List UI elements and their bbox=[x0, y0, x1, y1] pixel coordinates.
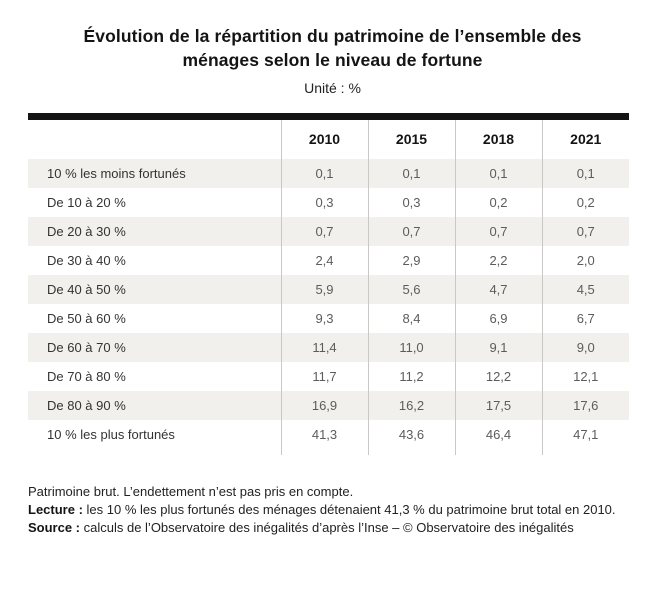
cell-value: 2,0 bbox=[541, 245, 629, 275]
cell-value: 11,7 bbox=[280, 361, 368, 391]
table-header-year: 2021 bbox=[541, 116, 629, 159]
table-row: 10 % les moins fortunés 0,1 0,1 0,1 0,1 bbox=[28, 158, 629, 188]
row-label: 10 % les plus fortunés bbox=[47, 426, 175, 442]
lecture-text: les 10 % les plus fortunés des ménages d… bbox=[82, 501, 616, 517]
table-header-empty-cell bbox=[28, 116, 281, 159]
table-row: De 20 à 30 % 0,7 0,7 0,7 0,7 bbox=[28, 216, 629, 246]
cell-value: 0,7 bbox=[367, 216, 455, 246]
table-header-year: 2018 bbox=[454, 116, 542, 159]
row-label: De 60 à 70 % bbox=[28, 332, 281, 362]
table-header-year: 2015 bbox=[367, 116, 455, 159]
cell-value: 5,6 bbox=[367, 274, 455, 304]
table-row: De 10 à 20 % 0,3 0,3 0,2 0,2 bbox=[28, 187, 629, 217]
cell-value: 0,1 bbox=[541, 158, 629, 188]
cell-value: 0,2 bbox=[541, 187, 629, 217]
cell-value: 2,2 bbox=[454, 245, 542, 275]
table-row: 10 % les plus fortunés 41,3 43,6 46,4 47… bbox=[28, 419, 629, 449]
note-text: Patrimoine brut. L’endettement n’est pas… bbox=[28, 483, 354, 499]
table-row: De 50 à 60 % 9,3 8,4 6,9 6,7 bbox=[28, 303, 629, 333]
cell-value: 0,2 bbox=[454, 187, 542, 217]
lecture-label: Lecture : bbox=[28, 501, 83, 517]
figure-unit-subtitle: Unité : % bbox=[304, 80, 361, 96]
cell-value: 12,1 bbox=[541, 361, 629, 391]
wealth-distribution-table: 2010 2015 2018 2021 10 % les moins fortu… bbox=[28, 113, 629, 455]
cell-value: 17,6 bbox=[541, 390, 629, 420]
figure-container: Évolution de la répartition du patrimoin… bbox=[0, 24, 665, 537]
row-label: De 50 à 60 % bbox=[47, 310, 126, 326]
row-label: De 80 à 90 % bbox=[28, 390, 281, 420]
note-line: Patrimoine brut. L’endettement n’est pas… bbox=[28, 483, 637, 501]
cell-value: 16,2 bbox=[367, 390, 455, 420]
row-label: De 20 à 30 % bbox=[28, 216, 281, 246]
cell-value: 0,3 bbox=[280, 187, 368, 217]
table-row: De 30 à 40 % 2,4 2,9 2,2 2,0 bbox=[28, 245, 629, 275]
table-row: De 70 à 80 % 11,7 11,2 12,2 12,1 bbox=[28, 361, 629, 391]
row-label: 10 % les moins fortunés bbox=[28, 158, 281, 188]
table-row: De 40 à 50 % 5,9 5,6 4,7 4,5 bbox=[28, 274, 629, 304]
cell-value: 9,0 bbox=[541, 332, 629, 362]
cell-value: 11,4 bbox=[280, 332, 368, 362]
cell-value: 46,4 bbox=[454, 419, 542, 449]
lecture-line: Lecture : les 10 % les plus fortunés des… bbox=[28, 501, 637, 519]
row-label: De 30 à 40 % bbox=[47, 252, 126, 268]
cell-value: 9,1 bbox=[454, 332, 542, 362]
table-header-row: 2010 2015 2018 2021 bbox=[28, 116, 629, 159]
cell-value: 0,1 bbox=[280, 158, 368, 188]
cell-value: 12,2 bbox=[454, 361, 542, 391]
row-label: De 10 à 20 % bbox=[47, 194, 126, 210]
cell-value: 0,1 bbox=[367, 158, 455, 188]
column-separator-stub-row bbox=[28, 448, 629, 455]
cell-value: 41,3 bbox=[280, 419, 368, 449]
cell-value: 0,7 bbox=[541, 216, 629, 246]
table-row: De 80 à 90 % 16,9 16,2 17,5 17,6 bbox=[28, 390, 629, 420]
source-text: calculs de l’Observatoire des inégalités… bbox=[80, 519, 574, 535]
source-line: Source : calculs de l’Observatoire des i… bbox=[28, 519, 637, 537]
cell-value: 47,1 bbox=[541, 419, 629, 449]
cell-value: 4,5 bbox=[541, 274, 629, 304]
footnotes: Patrimoine brut. L’endettement n’est pas… bbox=[28, 483, 637, 537]
cell-value: 17,5 bbox=[454, 390, 542, 420]
cell-value: 16,9 bbox=[280, 390, 368, 420]
cell-value: 11,2 bbox=[367, 361, 455, 391]
cell-value: 0,7 bbox=[454, 216, 542, 246]
cell-value: 6,9 bbox=[454, 303, 542, 333]
cell-value: 0,7 bbox=[280, 216, 368, 246]
cell-value: 11,0 bbox=[367, 332, 455, 362]
table-row: De 60 à 70 % 11,4 11,0 9,1 9,0 bbox=[28, 332, 629, 362]
source-label: Source : bbox=[28, 519, 81, 535]
cell-value: 4,7 bbox=[454, 274, 542, 304]
cell-value: 43,6 bbox=[367, 419, 455, 449]
cell-value: 8,4 bbox=[367, 303, 455, 333]
row-label: De 70 à 80 % bbox=[47, 368, 126, 384]
cell-value: 2,4 bbox=[280, 245, 368, 275]
figure-title: Évolution de la répartition du patrimoin… bbox=[83, 26, 582, 70]
table-header-year: 2010 bbox=[280, 116, 368, 159]
cell-value: 9,3 bbox=[280, 303, 368, 333]
cell-value: 6,7 bbox=[541, 303, 629, 333]
cell-value: 0,3 bbox=[367, 187, 455, 217]
cell-value: 5,9 bbox=[280, 274, 368, 304]
cell-value: 0,1 bbox=[454, 158, 542, 188]
row-label: De 40 à 50 % bbox=[28, 274, 281, 304]
cell-value: 2,9 bbox=[367, 245, 455, 275]
